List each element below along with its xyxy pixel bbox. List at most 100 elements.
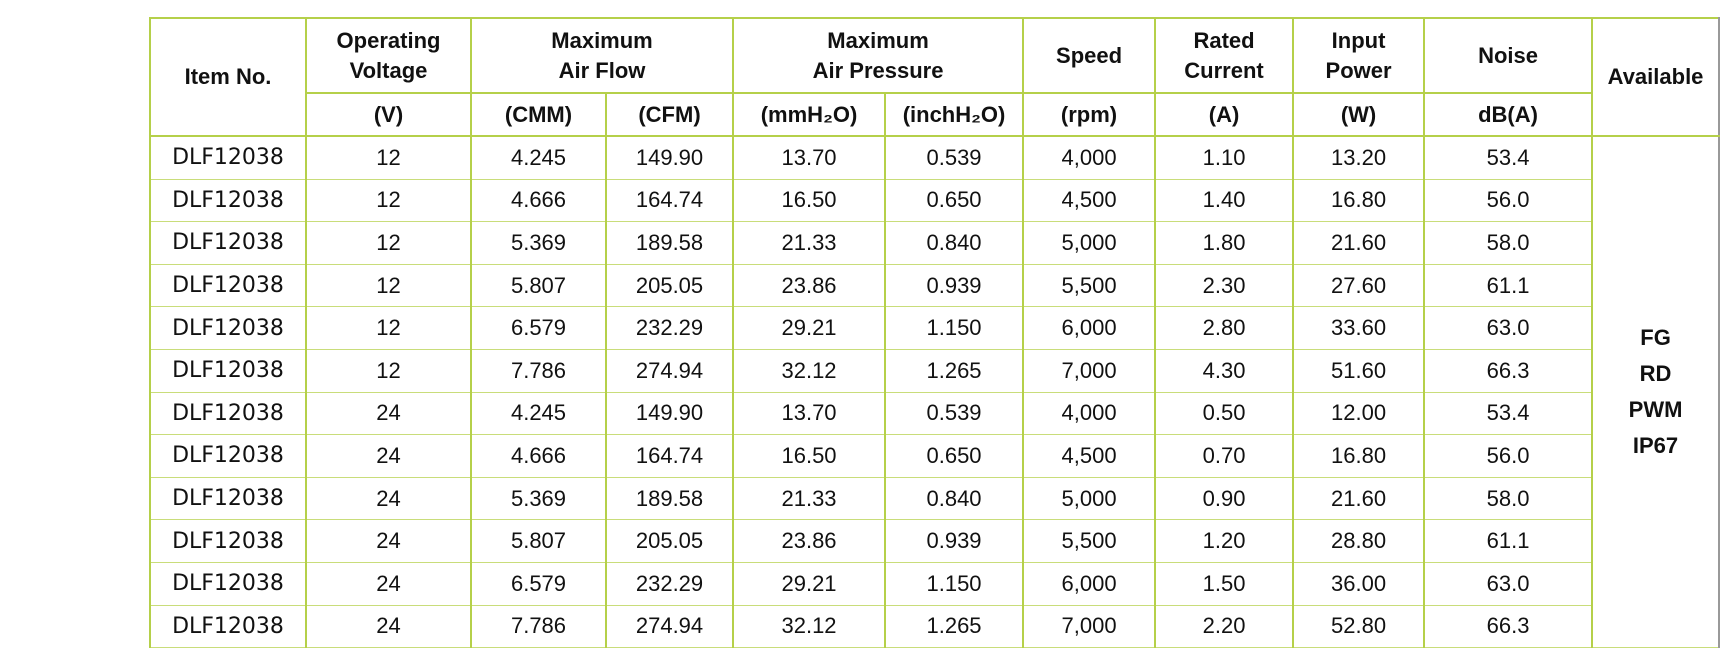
data-cell: 4,000 [1022, 391, 1157, 436]
data-cell: 32.12 [732, 604, 887, 649]
data-cell: 0.90 [1154, 476, 1295, 521]
header-cell: Noise [1423, 17, 1594, 94]
data-cell: 232.29 [604, 306, 735, 350]
available-item: IP67 [1632, 433, 1679, 459]
data-cell: 12 [305, 135, 472, 180]
data-cell: 21.33 [732, 476, 887, 521]
data-cell: 0.539 [884, 391, 1025, 436]
data-cell: 5,000 [1022, 221, 1157, 265]
data-cell: 6,000 [1022, 561, 1157, 606]
header-line: Air Pressure [812, 57, 944, 83]
unit-cell: (mmH₂O) [732, 92, 887, 137]
header-line: Maximum [827, 27, 929, 53]
data-cell: 149.90 [604, 135, 735, 180]
data-cell: 1.265 [884, 604, 1025, 649]
data-cell: 63.0 [1423, 561, 1594, 606]
data-cell: 12 [305, 178, 472, 223]
data-row: DLF12038 12 5.807 205.05 23.86 0.939 5,500 2.30… [149, 263, 1719, 308]
data-cell: DLF12038 [149, 561, 307, 606]
data-cell: DLF12038 [149, 519, 307, 563]
data-cell: 24 [305, 604, 472, 649]
unit-cell: (rpm) [1022, 92, 1157, 137]
data-cell: 4.245 [470, 391, 607, 436]
unit-cell: dB(A) [1423, 92, 1594, 137]
data-cell: 52.80 [1292, 604, 1426, 649]
data-cell: 1.150 [884, 306, 1025, 350]
data-cell: 63.0 [1423, 306, 1594, 350]
data-row: DLF12038 24 7.786 274.94 32.12 1.265 7,000 2.20… [149, 604, 1719, 649]
data-cell: 5.369 [470, 221, 607, 265]
data-cell: 16.80 [1292, 434, 1426, 478]
data-cell: 1.265 [884, 348, 1025, 393]
data-cell: 1.20 [1154, 519, 1295, 563]
data-cell: 61.1 [1423, 519, 1594, 563]
header-line: Rated [1193, 27, 1255, 53]
data-cell: 149.90 [604, 391, 735, 436]
data-cell: 2.20 [1154, 604, 1295, 649]
data-cell: 23.86 [732, 519, 887, 563]
data-cell: 7.786 [470, 604, 607, 649]
data-cell: 189.58 [604, 476, 735, 521]
data-cell: 16.80 [1292, 178, 1426, 223]
data-cell: 0.539 [884, 135, 1025, 180]
header-line: Power [1325, 57, 1392, 83]
data-cell: 0.939 [884, 263, 1025, 308]
data-cell: 24 [305, 561, 472, 606]
data-cell: 0.70 [1154, 434, 1295, 478]
data-cell: DLF12038 [149, 263, 307, 308]
data-cell: 56.0 [1423, 178, 1594, 223]
data-cell: 4.245 [470, 135, 607, 180]
data-cell: 4,000 [1022, 135, 1157, 180]
data-cell: 4.30 [1154, 348, 1295, 393]
data-cell: 4.666 [470, 178, 607, 223]
data-cell: 5,500 [1022, 519, 1157, 563]
data-cell: 1.150 [884, 561, 1025, 606]
data-cell: 51.60 [1292, 348, 1426, 393]
data-cell: DLF12038 [149, 476, 307, 521]
unit-cell: (W) [1292, 92, 1426, 137]
data-cell: 7,000 [1022, 604, 1157, 649]
table-body: DLF12038 12 4.245 149.90 13.70 0.539 4,000 1.10… [149, 135, 1721, 649]
data-cell: 16.50 [732, 178, 887, 223]
unit-cell: (V) [305, 92, 472, 137]
data-cell: DLF12038 [149, 178, 307, 223]
data-cell: 12 [305, 263, 472, 308]
data-cell: 164.74 [604, 178, 735, 223]
data-cell: 189.58 [604, 221, 735, 265]
data-cell: 21.33 [732, 221, 887, 265]
data-cell: 23.86 [732, 263, 887, 308]
data-cell: DLF12038 [149, 348, 307, 393]
data-cell: 2.30 [1154, 263, 1295, 308]
available-item: RD [1639, 361, 1672, 387]
data-cell: 0.50 [1154, 391, 1295, 436]
data-cell: 24 [305, 519, 472, 563]
data-cell: 274.94 [604, 604, 735, 649]
data-cell: 6.579 [470, 306, 607, 350]
data-cell: 16.50 [732, 434, 887, 478]
data-cell: 13.20 [1292, 135, 1426, 180]
data-row: DLF12038 12 5.369 189.58 21.33 0.840 5,000 1.80… [149, 221, 1719, 265]
data-row: DLF12038 12 4.245 149.90 13.70 0.539 4,000 1.10… [149, 135, 1721, 649]
unit-cell: (CMM) [470, 92, 607, 137]
data-cell: 4,500 [1022, 178, 1157, 223]
data-cell: 232.29 [604, 561, 735, 606]
data-cell: 53.4 [1423, 391, 1594, 436]
data-cell: 1.50 [1154, 561, 1295, 606]
header-cell: Operating Voltage [305, 17, 472, 94]
data-cell: 24 [305, 476, 472, 521]
data-row: DLF12038 12 4.666 164.74 16.50 0.650 4,500 1.40… [149, 178, 1719, 223]
header-line: Voltage [349, 57, 428, 83]
data-cell: 0.840 [884, 221, 1025, 265]
header-line: Maximum [551, 27, 653, 53]
data-cell: 28.80 [1292, 519, 1426, 563]
data-cell: DLF12038 [149, 434, 307, 478]
data-cell: 56.0 [1423, 434, 1594, 478]
header-cell: Item No. [149, 17, 307, 137]
data-cell: 61.1 [1423, 263, 1594, 308]
header-row: Item No. Operating Voltage Maximum Air Flow M… [149, 17, 1721, 137]
data-cell: 13.70 [732, 135, 887, 180]
data-cell: 21.60 [1292, 476, 1426, 521]
data-cell: DLF12038 [149, 135, 307, 180]
data-cell: 1.10 [1154, 135, 1295, 180]
